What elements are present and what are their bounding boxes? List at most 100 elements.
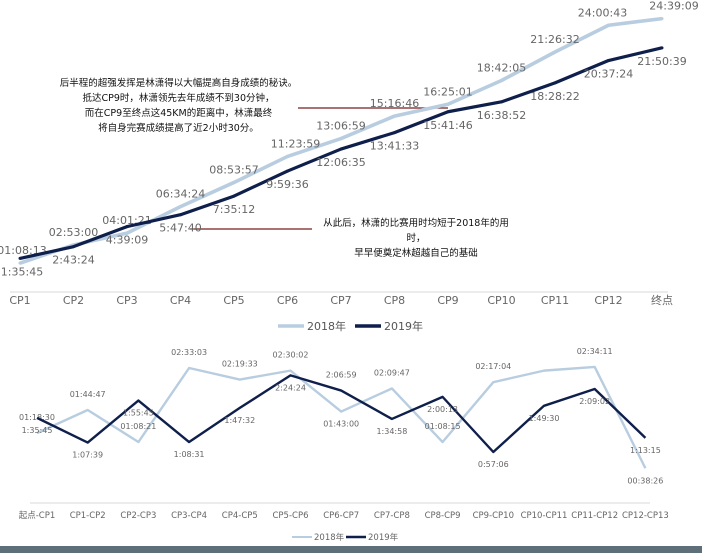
data-point <box>232 194 236 198</box>
annotation-line: 而在CP9至终点这45KM的距离中，林潇最终 <box>84 108 273 119</box>
data-point <box>18 261 22 265</box>
data-label: 1:35:45 <box>1 265 43 278</box>
data-label: 12:06:35 <box>316 156 365 169</box>
x-tick-label: CP6-CP7 <box>323 511 359 521</box>
x-tick-label: CP2-CP3 <box>120 511 156 521</box>
data-label: 11:23:59 <box>271 137 320 150</box>
data-label: 2:43:24 <box>52 254 94 267</box>
data-point <box>500 100 503 104</box>
x-tick-label: CP7-CP8 <box>374 511 410 521</box>
data-point <box>72 245 75 249</box>
data-label: 9:59:36 <box>266 178 308 191</box>
bottom-band <box>0 546 702 553</box>
data-label: 0:57:06 <box>478 460 509 469</box>
data-label: 1:13:15 <box>630 446 661 455</box>
annotation-line: 后半程的超强发挥是林潇得以大幅提高自身成绩的秘诀。 <box>59 78 298 89</box>
data-label: 08:53:57 <box>209 163 258 176</box>
x-tick-label: CP8 <box>384 294 405 307</box>
data-label: 01:18:30 <box>19 413 55 422</box>
series-line-2018年 <box>36 365 647 469</box>
annotation-line: 早早便奠定林超越自己的基础 <box>354 248 478 259</box>
data-label: 1:47:32 <box>224 416 255 425</box>
data-point <box>393 131 396 135</box>
data-label: 21:50:39 <box>637 55 686 68</box>
data-label: 02:34:11 <box>577 347 613 356</box>
legend-label: 2019年 <box>384 319 423 333</box>
x-tick-label: CP11-CP12 <box>571 511 618 521</box>
data-label: 1:08:31 <box>174 450 205 459</box>
data-point <box>232 180 236 184</box>
data-label: 02:53:00 <box>49 226 98 239</box>
x-tick-label: CP9-CP10 <box>473 511 514 521</box>
data-label: 15:41:46 <box>423 119 472 132</box>
data-point <box>393 114 396 118</box>
data-point <box>179 213 182 217</box>
x-tick-label: 终点 <box>651 293 673 307</box>
data-label: 01:43:00 <box>323 420 359 429</box>
data-point <box>339 147 343 151</box>
data-point <box>660 46 664 50</box>
data-label: 1:55:45 <box>123 409 154 418</box>
data-label: 02:19:33 <box>222 360 258 369</box>
data-label: 21:26:32 <box>530 33 579 46</box>
data-label: 2:00:13 <box>427 405 458 414</box>
data-label: 01:08:15 <box>425 422 461 431</box>
data-label: 13:41:33 <box>370 140 419 153</box>
x-tick-label: CP2 <box>63 294 84 307</box>
data-label: 1:34:58 <box>376 427 407 436</box>
data-label: 1:49:30 <box>529 414 560 423</box>
data-point <box>179 205 182 209</box>
data-point <box>286 169 289 173</box>
annotation-line: 将自身完赛成绩提高了近2小时30分。 <box>98 123 259 134</box>
x-tick-label: CP11 <box>541 294 569 307</box>
data-label: 1:07:39 <box>72 451 103 460</box>
data-label: 18:42:05 <box>477 62 526 75</box>
data-label: 5:47:40 <box>159 222 201 235</box>
x-tick-label: CP4 <box>170 294 191 307</box>
data-label: 4:39:09 <box>106 234 148 247</box>
x-tick-label: CP1-CP2 <box>70 511 106 521</box>
data-label: 7:35:12 <box>213 203 255 216</box>
x-tick-label: CP3-CP4 <box>171 511 207 521</box>
data-label: 13:06:59 <box>316 120 365 133</box>
data-label: 02:33:03 <box>171 348 207 357</box>
x-tick-label: CP1 <box>9 294 30 307</box>
series-line-2019年 <box>36 374 647 454</box>
data-label: 06:34:24 <box>156 188 205 201</box>
data-point <box>500 79 503 83</box>
x-tick-label: CP4-CP5 <box>222 511 258 521</box>
data-label: 18:28:22 <box>530 90 579 103</box>
legend-label: 2018年 <box>314 532 345 543</box>
data-point <box>286 154 289 158</box>
x-tick-label: CP7 <box>330 294 351 307</box>
legend-label: 2018年 <box>307 319 346 333</box>
data-point <box>607 23 610 27</box>
x-tick-label: CP10-CP11 <box>521 511 568 521</box>
data-label: 16:25:01 <box>423 85 472 98</box>
x-tick-label: CP9 <box>437 294 458 307</box>
data-label: 02:30:02 <box>273 351 309 360</box>
legend-label: 2019年 <box>368 532 399 543</box>
data-point <box>660 17 664 21</box>
data-label: 24:00:43 <box>578 6 627 19</box>
data-point <box>18 256 22 260</box>
data-point <box>607 59 610 63</box>
data-point <box>125 225 129 229</box>
x-tick-label: CP3 <box>116 294 137 307</box>
data-label: 15:16:46 <box>370 97 419 110</box>
data-label: 24:39:09 <box>649 0 698 13</box>
data-point <box>553 50 557 54</box>
data-label: 2:24:24 <box>275 383 306 392</box>
data-point <box>446 110 450 114</box>
data-label: 2:09:02 <box>579 397 610 406</box>
data-label: 00:38:26 <box>627 476 663 485</box>
x-tick-label: CP5 <box>223 294 244 307</box>
data-label: 01:44:47 <box>70 390 106 399</box>
x-tick-label: CP5-CP6 <box>272 511 308 521</box>
annotation-line: 抵达CP9时，林潇领先去年成绩不到30分钟， <box>82 93 275 104</box>
data-label: 01:08:21 <box>120 422 156 431</box>
data-label: 02:17:04 <box>475 362 511 371</box>
x-tick-label: CP12 <box>594 294 622 307</box>
data-label: 02:09:47 <box>374 368 410 377</box>
